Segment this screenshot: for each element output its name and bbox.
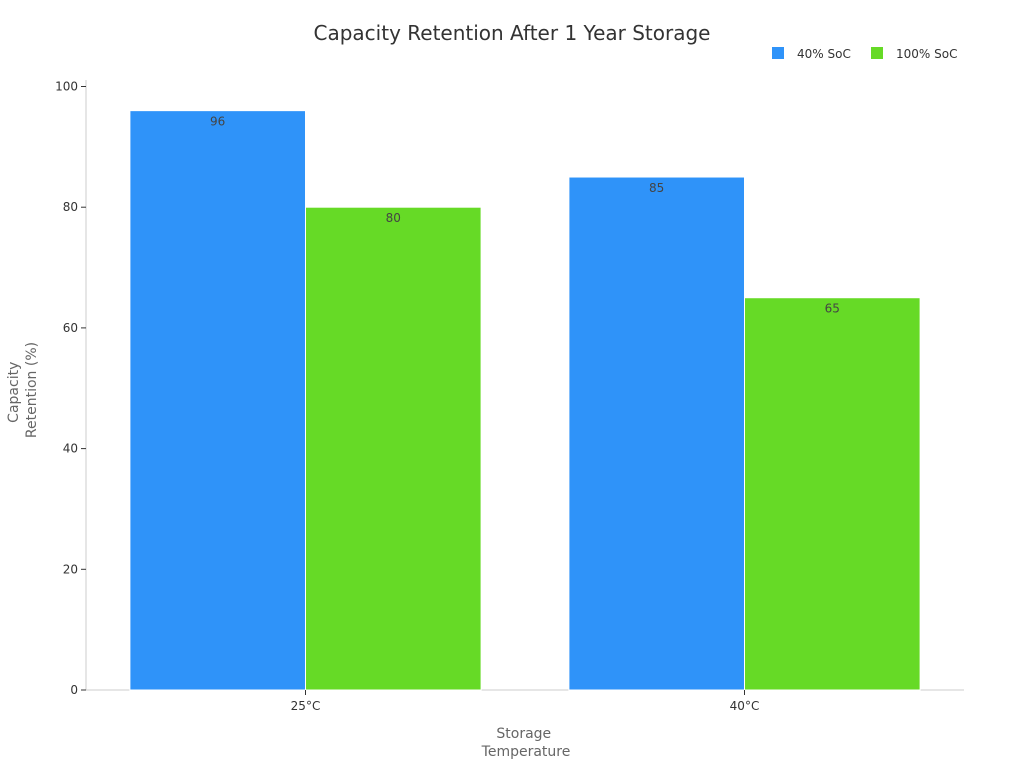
y-tick-label: 100 xyxy=(55,80,78,94)
legend-label: 40% SoC xyxy=(797,47,851,61)
y-tick-label: 0 xyxy=(70,683,78,697)
y-tick-label: 40 xyxy=(63,442,78,456)
y-ticks: 0 20 40 60 80 100 xyxy=(55,80,86,697)
legend-label: 100% SoC xyxy=(896,47,957,61)
x-axis-title-line-2: Temperature xyxy=(481,744,571,760)
x-axis-title-line-1: Storage xyxy=(496,726,551,742)
data-labels: 96 80 85 65 xyxy=(210,115,840,316)
y-axis-title-line-1: Capacity xyxy=(6,362,22,423)
x-axis-title: Storage Temperature xyxy=(481,726,571,760)
bar xyxy=(568,176,746,691)
bars xyxy=(129,110,921,691)
bar-data-label: 85 xyxy=(649,181,664,195)
x-tick-label: 25°C xyxy=(291,699,321,713)
legend: 40% SoC 100% SoC xyxy=(772,47,957,61)
x-tick-label: 40°C xyxy=(730,699,760,713)
bar-data-label: 96 xyxy=(210,115,225,129)
y-tick-label: 60 xyxy=(63,321,78,335)
y-tick-label: 20 xyxy=(63,562,78,576)
y-axis-title-line-2: Retention (%) xyxy=(24,342,40,438)
bar-data-label: 80 xyxy=(386,211,401,225)
x-ticks: 25°C 40°C xyxy=(291,690,760,713)
bar xyxy=(129,110,306,691)
bar xyxy=(305,206,482,691)
y-axis-title: Capacity Retention (%) xyxy=(6,342,40,438)
bar-data-label: 65 xyxy=(825,302,840,316)
chart-title: Capacity Retention After 1 Year Storage xyxy=(314,21,711,45)
bar xyxy=(744,297,921,691)
y-tick-label: 80 xyxy=(63,200,78,214)
legend-swatch xyxy=(772,47,784,59)
legend-swatch xyxy=(871,47,883,59)
